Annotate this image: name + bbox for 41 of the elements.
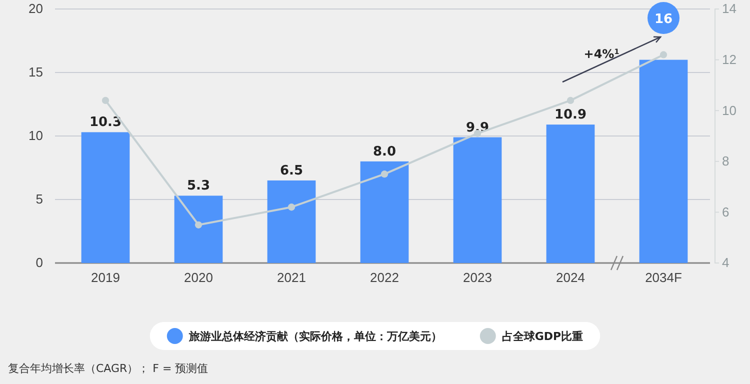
y-tick-label: 15 xyxy=(28,64,43,80)
point xyxy=(566,96,574,104)
x-tick-label: 2023 xyxy=(463,270,492,286)
data-label: 10.9 xyxy=(554,108,587,123)
legend-label: 旅游业总体经济贡献（实际价格，单位：万亿美元） xyxy=(188,330,442,343)
y-tick-label: 5 xyxy=(36,192,43,207)
y2-tick-label: 12 xyxy=(722,52,736,67)
data-label: 8.0 xyxy=(372,144,396,160)
data-label: 5.3 xyxy=(186,178,210,194)
y2-tick-label: 14 xyxy=(722,1,736,16)
bar xyxy=(81,132,130,263)
text: 复合年均增长率（CAGR）； F = 预测值 xyxy=(8,362,208,375)
legend-label: 占全球GDP比重 xyxy=(502,330,584,343)
data-label: 16 xyxy=(654,12,673,27)
bar xyxy=(639,60,688,263)
bar xyxy=(174,196,223,263)
x-tick-label: 2019 xyxy=(91,270,120,286)
y-tick-label: 10 xyxy=(28,128,43,144)
point xyxy=(288,204,296,211)
bar xyxy=(267,180,316,263)
point xyxy=(102,96,110,104)
y2-tick-label: 4 xyxy=(722,255,730,270)
point xyxy=(194,221,202,228)
x-tick-label: 2024 xyxy=(556,270,585,286)
annotation: +4%$^{1}$ xyxy=(584,46,620,61)
bar xyxy=(360,161,409,263)
data-label: 6.5 xyxy=(280,163,304,178)
bar xyxy=(453,137,502,263)
point xyxy=(660,51,668,58)
data-label: 10.3 xyxy=(89,115,122,130)
y-tick-label: 20 xyxy=(28,1,43,16)
x-tick-label: 2020 xyxy=(184,270,213,286)
x-tick-label: 2022 xyxy=(370,270,399,286)
y-tick-label: 0 xyxy=(36,255,43,270)
y2-tick-label: 8 xyxy=(722,154,730,169)
point xyxy=(380,170,388,178)
y2-tick-label: 10 xyxy=(722,102,736,118)
x-tick-label: 2034F xyxy=(645,270,682,286)
x-tick-label: 2021 xyxy=(277,270,306,286)
y2-tick-label: 6 xyxy=(722,204,730,220)
bar xyxy=(546,124,595,263)
